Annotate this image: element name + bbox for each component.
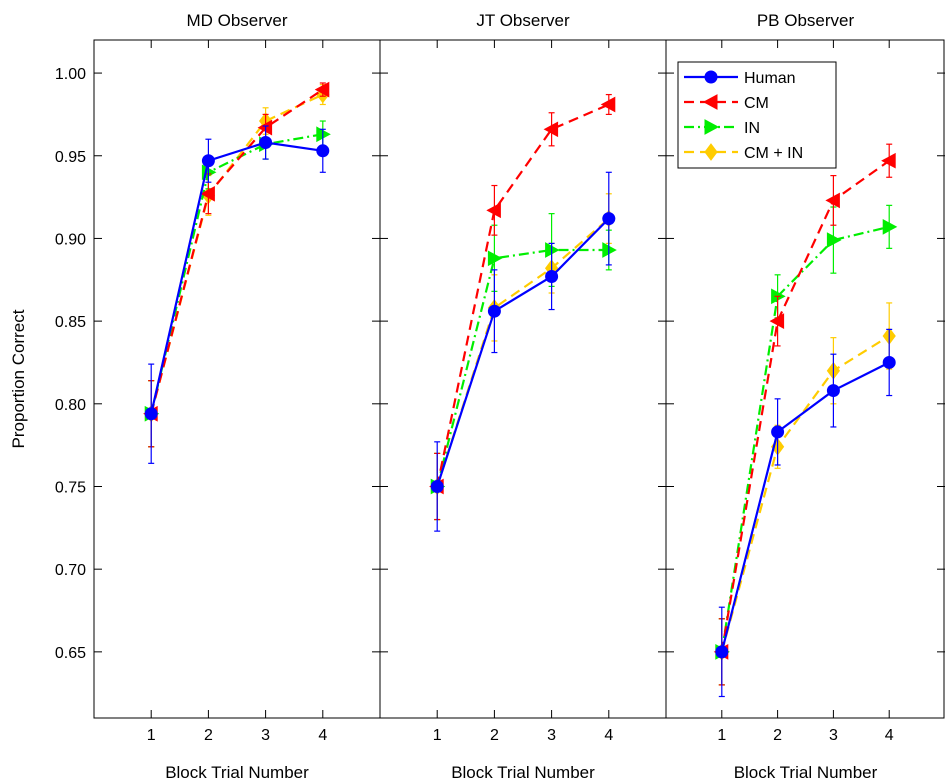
- x-axis-label: Block Trial Number: [451, 763, 595, 782]
- legend-label: IN: [744, 120, 760, 137]
- series-line: [436, 248, 609, 487]
- data-point: [316, 144, 330, 158]
- data-point: [201, 154, 215, 168]
- panel-title: MD Observer: [186, 11, 287, 30]
- data-point: [430, 479, 444, 493]
- legend-marker: [704, 119, 720, 135]
- panel-title: JT Observer: [476, 11, 570, 30]
- y-tick-label: 1.00: [55, 66, 86, 83]
- data-point: [144, 407, 158, 421]
- data-point: [487, 250, 503, 267]
- y-tick-label: 0.75: [55, 479, 86, 496]
- y-tick-label: 0.90: [55, 231, 86, 248]
- series-cm: [429, 93, 616, 521]
- x-axis-label: Block Trial Number: [165, 763, 309, 782]
- x-tick-label: 2: [490, 727, 499, 744]
- axis-ticks: [94, 40, 945, 718]
- data-point: [882, 219, 898, 235]
- data-point: [259, 136, 273, 150]
- series-line: [436, 217, 610, 487]
- x-tick-label: 3: [547, 727, 556, 744]
- legend-marker: [702, 94, 718, 110]
- data-point: [882, 355, 896, 369]
- data-point: [825, 192, 840, 209]
- series-line: [720, 159, 890, 653]
- y-tick-label: 0.70: [55, 562, 86, 579]
- series-cm-in: [715, 302, 896, 686]
- y-tick-label: 0.95: [55, 149, 86, 166]
- series-layer: [143, 81, 898, 698]
- data-point: [715, 645, 729, 659]
- legend-label: CM: [744, 95, 769, 112]
- legend-box: [677, 61, 837, 169]
- series-in: [430, 213, 617, 521]
- x-tick-label: 3: [829, 727, 838, 744]
- x-axis-label: Block Trial Number: [734, 763, 878, 782]
- series-line: [720, 225, 890, 653]
- legend-marker: [704, 70, 718, 84]
- legend-label: Human: [744, 70, 796, 87]
- series-in: [715, 204, 898, 686]
- series-line: [436, 103, 610, 487]
- x-tick-label: 4: [604, 727, 613, 744]
- data-point: [486, 202, 501, 219]
- panel-frame: [93, 39, 381, 719]
- x-tick-label: 3: [261, 727, 270, 744]
- y-tick-label: 0.85: [55, 314, 86, 331]
- series-cm: [713, 143, 896, 686]
- legend-marker: [704, 143, 718, 161]
- series-line: [150, 88, 324, 415]
- x-tick-label: 2: [773, 727, 782, 744]
- data-point: [545, 269, 559, 283]
- axis-labels: 0.65 0.70 0.75 0.80 0.85 0.90 0.95 1.00 1 2 3 4 MD O…: [9, 11, 894, 782]
- x-tick-label: 4: [318, 727, 327, 744]
- panel-title: PB Observer: [757, 11, 855, 30]
- data-point: [826, 232, 842, 248]
- panel-frame: [379, 39, 667, 719]
- data-point: [771, 425, 785, 439]
- y-tick-label: 0.65: [55, 645, 86, 662]
- legend-item: IN: [684, 119, 760, 137]
- legend: Human CM IN CM + IN: [677, 61, 837, 169]
- series-human: [144, 125, 330, 464]
- series-in: [144, 120, 331, 448]
- data-point: [314, 81, 330, 98]
- data-point: [600, 96, 616, 113]
- series-line: [150, 141, 323, 414]
- data-point: [487, 304, 501, 318]
- panel-frames: [93, 39, 945, 719]
- data-point: [769, 313, 785, 329]
- x-tick-label: 1: [717, 727, 726, 744]
- data-point: [543, 121, 559, 138]
- legend-item: CM + IN: [684, 143, 803, 162]
- data-point: [881, 152, 896, 169]
- series-line: [720, 361, 890, 653]
- x-tick-label: 4: [885, 727, 894, 744]
- series-human: [715, 328, 896, 698]
- data-point: [602, 212, 616, 226]
- data-point: [826, 384, 840, 398]
- legend-item: CM: [684, 94, 769, 112]
- legend-item: Human: [684, 70, 796, 87]
- series-human: [430, 171, 616, 532]
- x-tick-label: 1: [147, 727, 156, 744]
- series-cm-in: [430, 193, 616, 521]
- y-tick-label: 0.80: [55, 397, 86, 414]
- panel-frame: [665, 39, 945, 719]
- series-line: [150, 93, 324, 415]
- series-line: [720, 335, 890, 653]
- legend-label: CM + IN: [744, 145, 803, 162]
- x-tick-label: 2: [204, 727, 213, 744]
- x-tick-label: 1: [433, 727, 442, 744]
- data-point: [200, 185, 215, 202]
- series-line: [150, 133, 323, 414]
- y-axis-label: Proportion Correct: [9, 309, 28, 448]
- series-line: [436, 217, 610, 487]
